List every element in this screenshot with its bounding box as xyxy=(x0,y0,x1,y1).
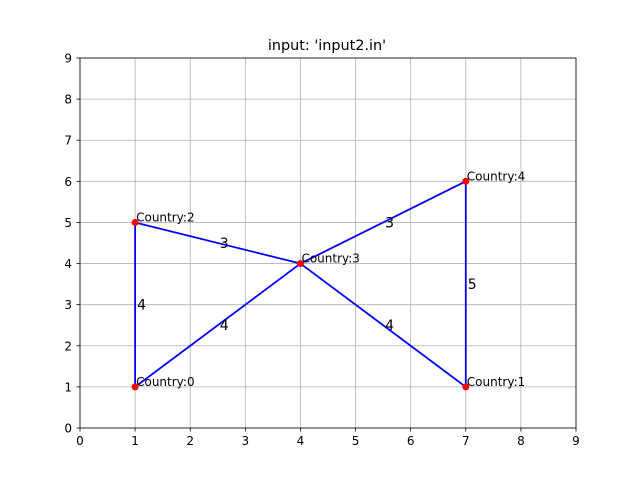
node-point xyxy=(131,218,139,226)
edge-line xyxy=(134,262,301,388)
y-tick-label: 4 xyxy=(64,257,72,271)
node-label: Country:3 xyxy=(301,252,359,266)
y-tick-label: 2 xyxy=(64,339,72,353)
y-tick-label: 8 xyxy=(64,93,72,107)
y-tick-label: 3 xyxy=(64,298,72,312)
node-label: Country:0 xyxy=(136,375,194,389)
x-tick-label: 2 xyxy=(186,434,194,448)
x-tick-label: 7 xyxy=(462,434,470,448)
edge-weight-label: 4 xyxy=(137,298,146,314)
node-point xyxy=(131,383,139,391)
node-label: Country:2 xyxy=(136,210,194,224)
x-tick-label: 1 xyxy=(131,434,139,448)
chart-title: input: 'input2.in' xyxy=(268,38,386,54)
node-label: Country:4 xyxy=(467,169,525,183)
x-tick-label: 4 xyxy=(297,434,305,448)
node-label: Country:1 xyxy=(467,375,525,389)
x-tick-label: 6 xyxy=(407,434,415,448)
node-point xyxy=(296,260,304,268)
edge-weight-label: 3 xyxy=(220,236,229,252)
edge-weight-label: 4 xyxy=(220,318,229,334)
edge-weight-label: 3 xyxy=(385,215,394,231)
x-tick-label: 8 xyxy=(517,434,525,448)
y-tick-label: 5 xyxy=(64,216,72,230)
y-tick-label: 9 xyxy=(64,52,72,66)
y-tick-label: 1 xyxy=(64,380,72,394)
labels: 4 4 3 3 4 5 Country:0 Country:1 Country:2 Country… xyxy=(136,169,525,389)
edge-weight-label: 5 xyxy=(468,277,477,293)
axis-ticks: 0 1 2 3 4 5 6 7 8 9 0 1 2 3 4 5 6 7 8 9 xyxy=(64,52,579,449)
y-tick-label: 6 xyxy=(64,175,72,189)
y-tick-label: 0 xyxy=(64,422,72,436)
x-tick-label: 5 xyxy=(352,434,360,448)
edge-weight-label: 4 xyxy=(385,318,394,334)
x-tick-label: 3 xyxy=(242,434,250,448)
x-tick-label: 0 xyxy=(76,434,84,448)
nodes xyxy=(131,177,470,391)
x-tick-label: 9 xyxy=(572,434,580,448)
edge-line xyxy=(299,262,467,388)
plot-area-frame xyxy=(79,57,577,429)
edge-line xyxy=(134,221,301,265)
y-tick-label: 7 xyxy=(64,134,72,148)
node-point xyxy=(462,383,470,391)
node-point xyxy=(462,177,470,185)
edges xyxy=(134,180,467,388)
edge-line xyxy=(300,180,467,265)
